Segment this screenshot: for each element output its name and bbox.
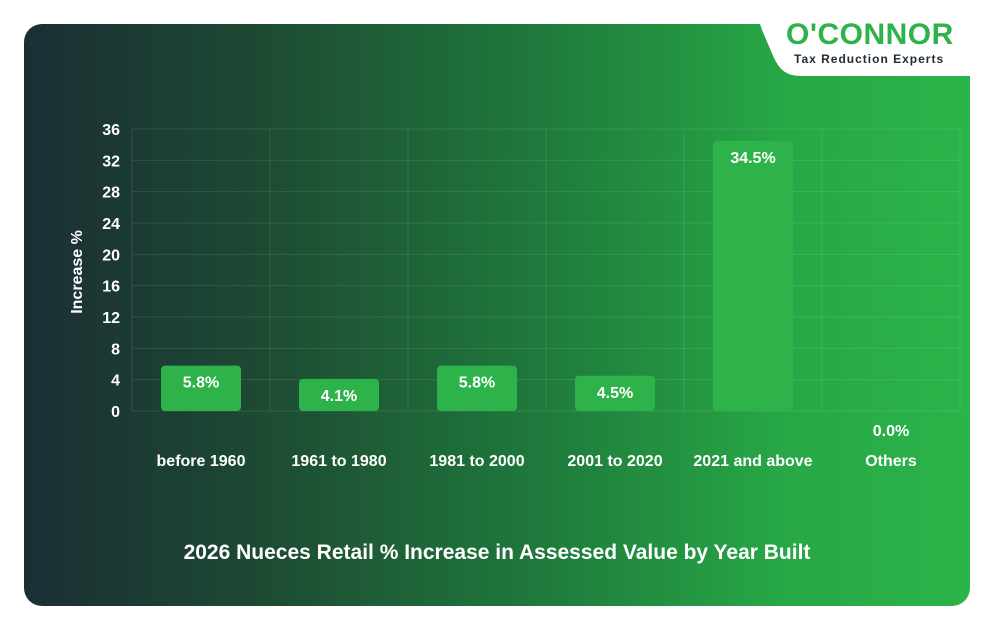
chart-card	[24, 24, 970, 606]
y-axis-label: Increase %	[69, 230, 86, 314]
brand-tagline: Tax Reduction Experts	[794, 52, 945, 66]
bar-value-label: 34.5%	[730, 150, 775, 167]
y-tick-label: 8	[111, 341, 120, 358]
y-tick-label: 36	[102, 122, 120, 139]
bar-value-label: 5.8%	[459, 375, 495, 392]
chart-grid	[131, 128, 961, 412]
chart-title: 2026 Nueces Retail % Increase in Assesse…	[183, 541, 811, 564]
y-tick-label: 24	[102, 216, 120, 233]
logo-tab	[742, 0, 994, 76]
x-tick-label: 1981 to 2000	[429, 453, 524, 470]
y-tick-label: 16	[102, 279, 120, 296]
data-labels: 5.8% 4.1% 5.8% 4.5% 34.5% 0.0%	[183, 150, 909, 440]
y-tick-label: 28	[102, 185, 120, 202]
x-tick-label: before 1960	[157, 453, 246, 470]
x-tick-label: 1961 to 1980	[291, 453, 386, 470]
bar	[713, 140, 793, 411]
bar-value-label: 0.0%	[873, 423, 909, 440]
brand-logo: O'CONNOR	[786, 18, 954, 51]
y-tick-label: 12	[102, 310, 120, 327]
chart-bars	[161, 140, 793, 411]
bar-value-label: 4.1%	[321, 388, 357, 405]
x-tick-label: 2021 and above	[693, 453, 812, 470]
bar	[299, 378, 379, 411]
bar-value-label: 5.8%	[183, 375, 219, 392]
x-tick-label: 2001 to 2020	[567, 453, 662, 470]
bar	[575, 375, 655, 411]
x-tick-label: Others	[865, 453, 917, 470]
bar	[161, 365, 241, 411]
y-tick-label: 4	[111, 373, 120, 390]
y-axis-ticks: 0 4 8 12 16 20 24 28 32 36	[102, 122, 120, 421]
x-axis-ticks: before 1960 1961 to 1980 1981 to 2000 2001 …	[157, 453, 917, 470]
y-tick-label: 32	[102, 153, 120, 170]
y-tick-label: 20	[102, 247, 120, 264]
bar	[437, 365, 517, 411]
y-tick-label: 0	[111, 404, 120, 421]
bar-value-label: 4.5%	[597, 385, 633, 402]
